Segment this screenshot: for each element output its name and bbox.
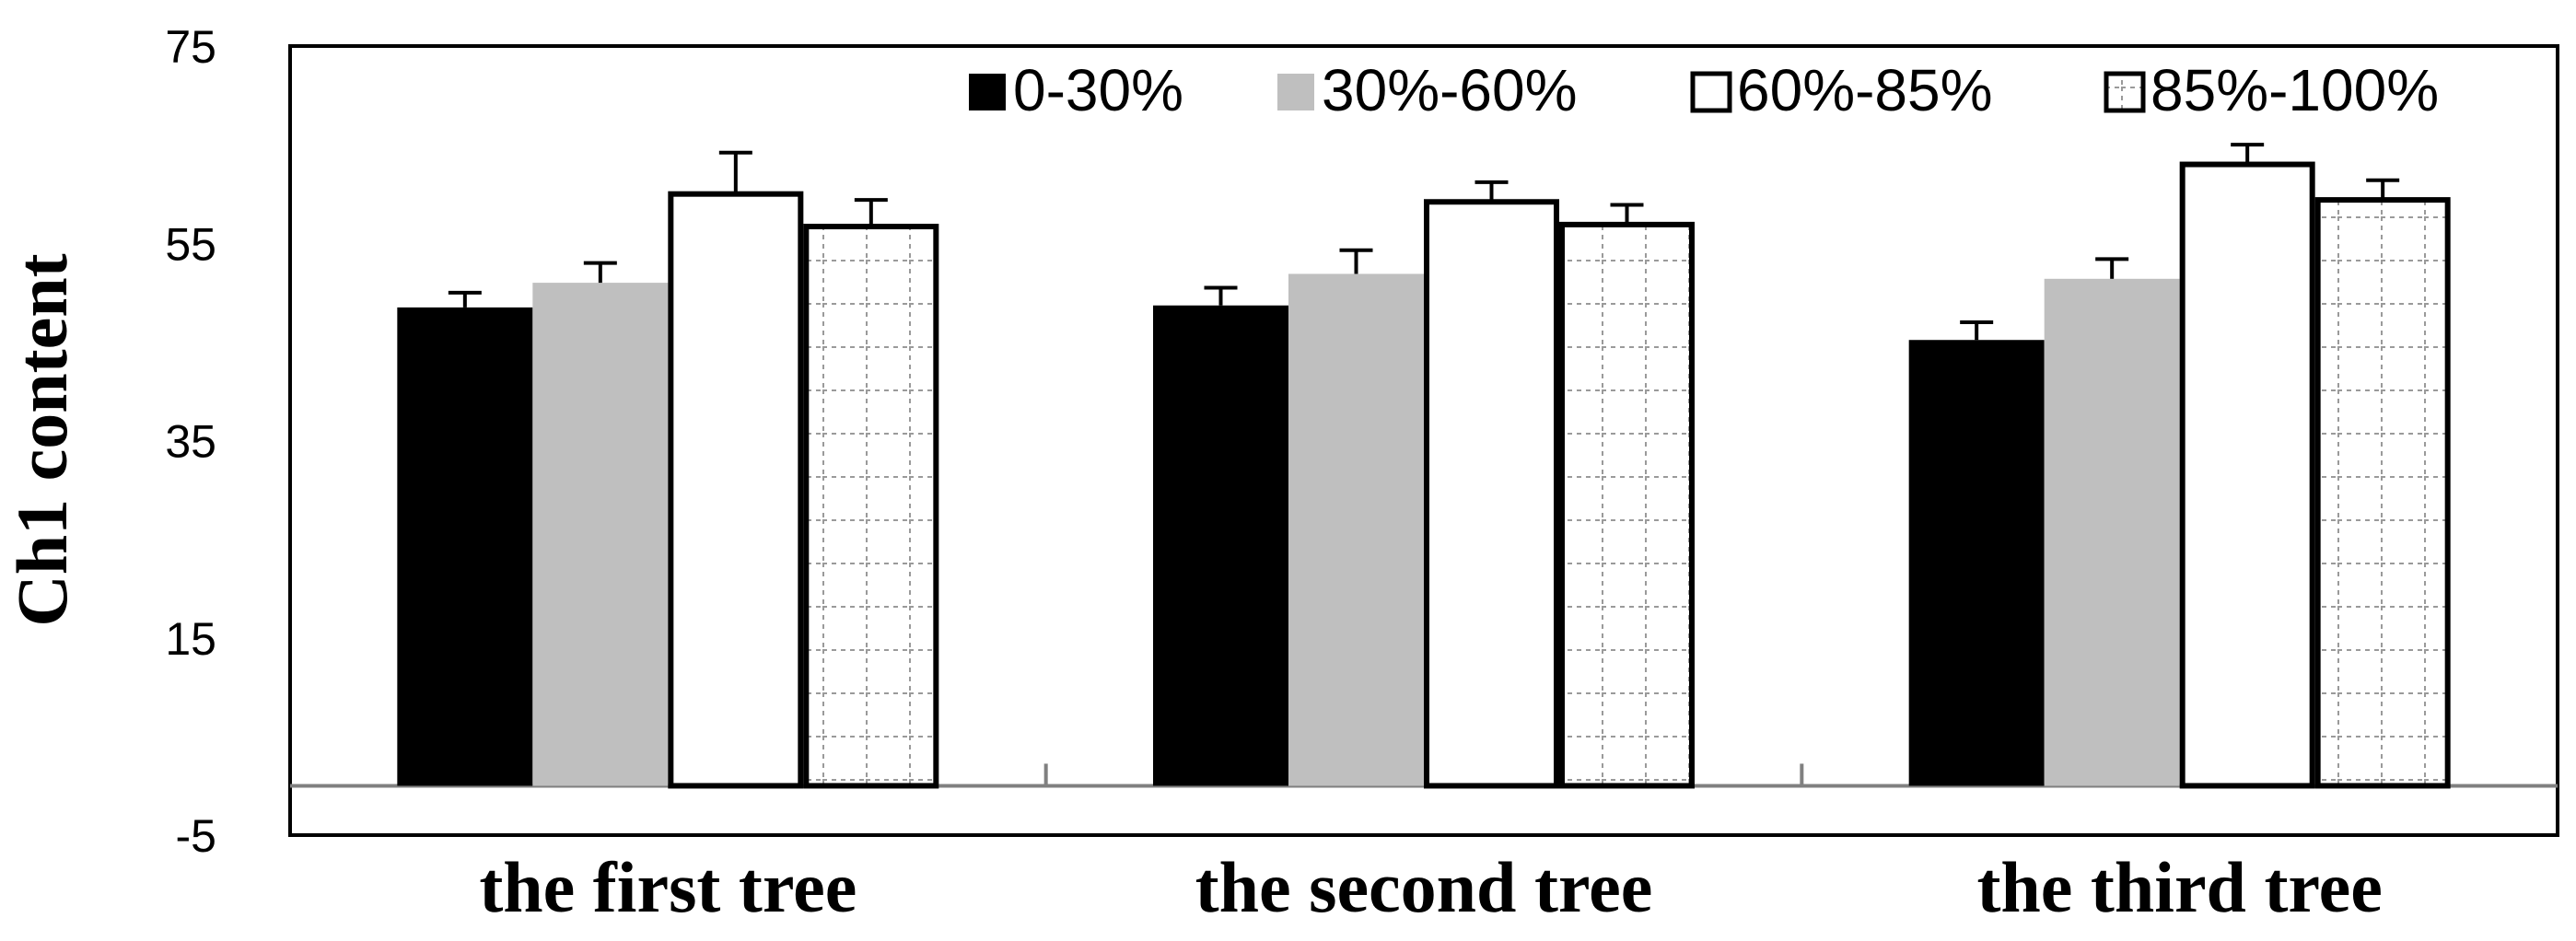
category-label: the third tree: [1976, 847, 2382, 927]
bar-2-1: [1153, 305, 1288, 786]
bar-1-2: [532, 283, 669, 786]
legend-swatch-1: [969, 74, 1006, 110]
bar-1-4: [803, 224, 939, 789]
category-label: the second tree: [1195, 847, 1653, 927]
legend-label: 30%-60%: [1322, 57, 1578, 123]
bar-3-3: [2179, 161, 2315, 789]
legend-swatch-2: [1277, 74, 1314, 110]
legend-swatch-4: [2104, 71, 2146, 113]
y-tick-label: 75: [165, 21, 216, 73]
bar-1-1: [397, 307, 533, 786]
y-tick-label: -5: [176, 810, 216, 862]
bar-3-1: [1908, 340, 2045, 786]
bar-3-2: [2044, 278, 2180, 786]
bar-2-3: [1424, 199, 1559, 789]
bar-2-4: [1559, 221, 1695, 789]
bar-1-3: [668, 191, 804, 789]
y-axis-title: Ch1 content: [2, 253, 82, 626]
legend-swatch-3: [1690, 71, 1732, 113]
legend-label: 85%-100%: [2151, 57, 2439, 123]
y-tick-label: 35: [165, 416, 216, 468]
legend-label: 60%-85%: [1737, 57, 1993, 123]
legend-label: 0-30%: [1013, 57, 1183, 123]
plot-area-frame: [288, 44, 2559, 837]
y-tick-label: 55: [165, 218, 216, 270]
category-label: the first tree: [479, 847, 857, 927]
bar-3-4: [2314, 197, 2451, 789]
y-tick-label: 15: [165, 613, 216, 665]
bar-2-2: [1288, 273, 1424, 786]
